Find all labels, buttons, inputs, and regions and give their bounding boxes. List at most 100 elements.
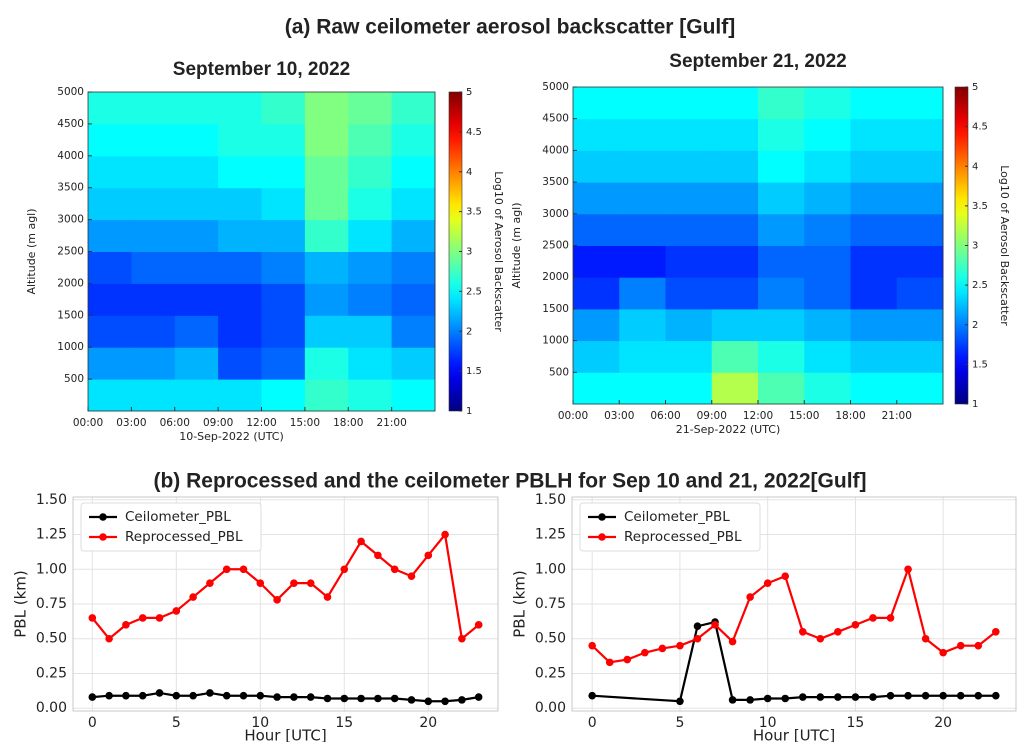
x-tick-label: 15:00 (789, 410, 819, 422)
data-point (974, 691, 983, 700)
heatmap-cell (665, 87, 713, 120)
data-point (424, 551, 433, 560)
heatmap-cell (804, 308, 851, 342)
heatmap-cell (131, 219, 176, 252)
heatmap-cell (850, 118, 898, 151)
y-tick-label: 0.50 (36, 631, 67, 647)
x-tick-label: 00:00 (558, 410, 588, 422)
heatmap-cell (665, 245, 713, 278)
heatmap-cell (391, 123, 436, 157)
y-tick-label: 3000 (542, 208, 569, 220)
y-tick-label: 0.50 (535, 631, 566, 647)
data-point (88, 614, 97, 622)
heatmap-cell (896, 182, 944, 215)
data-point (763, 694, 772, 703)
data-point (992, 691, 1000, 700)
heatmap-cell (665, 277, 713, 310)
data-point (290, 693, 298, 701)
heatmap-cell (758, 340, 805, 373)
data-point (155, 689, 164, 697)
legend-marker (598, 513, 606, 521)
data-point (623, 655, 632, 664)
heatmap-cell (758, 372, 805, 405)
x-tick-label: 0 (588, 715, 597, 731)
heatmap-cell (88, 155, 132, 189)
data-point (458, 696, 466, 704)
heatmap-cell (619, 150, 666, 183)
heatmap-cell (304, 347, 349, 380)
data-point (122, 621, 130, 629)
chart-title: September 10, 2022 (173, 59, 350, 80)
data-point (138, 614, 147, 622)
heatmap-cell (304, 283, 349, 316)
heatmap-cell (131, 379, 176, 412)
heatmap-cell (304, 155, 349, 189)
heatmap-cell (850, 213, 898, 246)
data-point (105, 634, 113, 643)
data-point (374, 551, 382, 560)
heatmap-cell (711, 340, 759, 373)
data-point (921, 691, 930, 700)
data-point (138, 691, 147, 700)
data-point (869, 693, 877, 701)
legend-label: Ceilometer_PBL (624, 509, 730, 525)
data-point (441, 697, 449, 706)
legend-marker (99, 533, 107, 541)
data-point (588, 691, 596, 700)
data-point (746, 593, 754, 601)
data-point (458, 634, 466, 643)
colorbar-tick-label: 2 (466, 326, 472, 337)
heatmap-cell (573, 340, 620, 373)
heatmap-cell (619, 308, 666, 342)
heatmap-cell (758, 87, 805, 120)
data-point (956, 641, 965, 650)
data-point (390, 694, 399, 703)
y-tick-label: 500 (64, 373, 84, 385)
x-tick-label: 15 (847, 715, 865, 731)
data-point (851, 621, 860, 629)
heatmap-cell (850, 340, 898, 373)
colorbar-tick-label: 1.5 (972, 359, 988, 370)
heatmap-cell (348, 379, 393, 412)
heatmap-cell (804, 87, 851, 120)
heatmap-cell (711, 118, 759, 151)
colorbar-tick-label: 1 (466, 406, 472, 417)
colorbar-tick-label: 3 (972, 241, 978, 252)
heatmap-cell (711, 213, 759, 246)
heatmap-cell (304, 187, 349, 221)
heatmap-cell (619, 213, 666, 246)
heatmap-cell (573, 87, 620, 120)
heatmap-cell (174, 123, 219, 157)
data-point (711, 621, 719, 629)
heatmap-cell (711, 372, 759, 405)
data-point (693, 634, 702, 643)
heatmap-cell (896, 372, 944, 405)
heatmap-cell (261, 283, 306, 316)
heatmap-cell (896, 150, 944, 183)
heatmap-cell (573, 118, 620, 151)
heatmap-cell (850, 277, 898, 310)
data-point (374, 694, 382, 703)
heatmap-cell (711, 182, 759, 215)
y-tick-label: 5000 (57, 86, 84, 98)
heatmap-cell (174, 251, 219, 284)
heatmap-cell (896, 308, 944, 342)
x-tick-label: 15:00 (290, 417, 320, 429)
data-point (474, 621, 483, 629)
colorbar-tick-label: 2.5 (466, 286, 482, 297)
heatmap-cell (758, 245, 805, 278)
colorbar-tick-label: 2.5 (972, 280, 988, 291)
data-point (155, 614, 164, 622)
colorbar-tick-label: 4 (972, 161, 978, 172)
x-tick-label: 20 (934, 715, 952, 731)
heatmap-cell (711, 277, 759, 310)
plot-frame (571, 496, 1017, 712)
legend-marker (99, 513, 107, 521)
y-tick-label: 4500 (542, 113, 569, 125)
y-tick-label: 1.00 (36, 561, 67, 577)
y-tick-label: 2000 (542, 271, 569, 283)
data-point (939, 691, 947, 700)
data-point (441, 530, 449, 539)
data-point (189, 691, 197, 700)
data-point (834, 627, 842, 636)
